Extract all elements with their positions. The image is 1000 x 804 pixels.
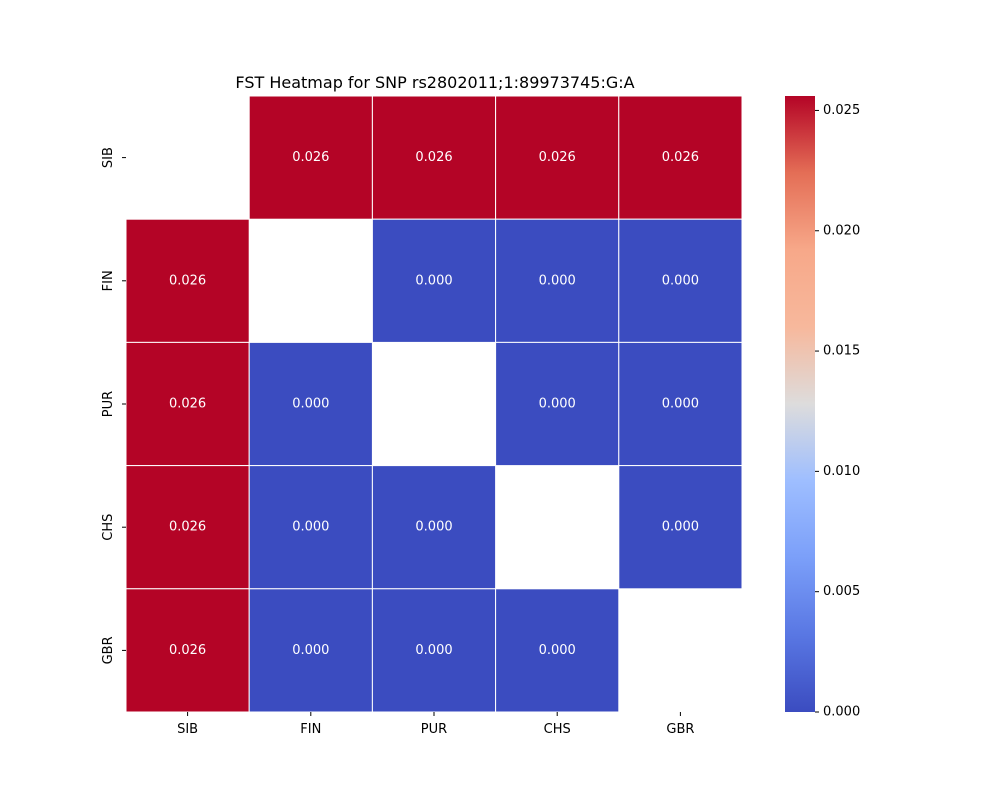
colorbar-tick-label: 0.005: [823, 584, 860, 599]
heatmap-cell-fin-sib: [125, 218, 250, 343]
cell-value-label: 0.026: [169, 397, 206, 412]
heatmap-cell-labels: 0.026 0.026 0.026 0.026 0.026 0.000 0.000 0.000…: [169, 150, 699, 658]
x-tick-label-fin: FIN: [300, 722, 321, 737]
heatmap-cell-chs-sib: [125, 465, 250, 590]
heatmap-cell-fin-gbr: [618, 218, 743, 343]
colorbar-tick-label: 0.010: [823, 464, 860, 479]
heatmap-cell-gbr-pur: [371, 588, 497, 713]
heatmap-cell-chs-gbr: [618, 465, 743, 590]
y-tick-label-chs: CHS: [101, 514, 116, 541]
cell-value-label: 0.000: [539, 643, 576, 658]
x-axis: SIB FIN PUR CHS GBR: [177, 712, 694, 737]
cell-value-label: 0.000: [662, 273, 699, 288]
heatmap-cell-gbr-chs: [495, 588, 620, 713]
heatmap-cell-sib-gbr: [618, 95, 743, 220]
cell-value-label: 0.026: [169, 520, 206, 535]
y-tick-label-pur: PUR: [101, 391, 116, 417]
colorbar-tick-label: 0.000: [823, 705, 860, 720]
heatmap-cell-chs-fin: [248, 465, 373, 590]
heatmap-cell-pur-fin: [248, 341, 373, 467]
heatmap-cell-gbr-fin: [248, 588, 373, 713]
cell-value-label: 0.026: [662, 150, 699, 165]
cell-value-label: 0.000: [415, 643, 452, 658]
cell-value-label: 0.026: [292, 150, 329, 165]
chart-title: FST Heatmap for SNP rs2802011;1:89973745…: [235, 73, 634, 92]
cell-value-label: 0.026: [415, 150, 452, 165]
y-tick-label-fin: FIN: [101, 270, 116, 291]
heatmap-cell-chs-pur: [371, 465, 497, 590]
y-tick-label-gbr: GBR: [101, 636, 116, 664]
heatmap-cells: [125, 95, 743, 713]
colorbar-tick-label: 0.020: [823, 223, 860, 238]
heatmap-cell-sib-chs: [495, 95, 620, 220]
colorbar-tick-label: 0.025: [823, 103, 860, 118]
colorbar-tick-label: 0.015: [823, 344, 860, 359]
cell-value-label: 0.000: [662, 520, 699, 535]
heatmap-cell-fin-pur: [371, 218, 497, 343]
cell-value-label: 0.000: [539, 273, 576, 288]
cell-value-label: 0.026: [539, 150, 576, 165]
cell-value-label: 0.000: [292, 397, 329, 412]
cell-value-label: 0.000: [415, 520, 452, 535]
heatmap-cell-sib-fin: [248, 95, 373, 220]
cell-value-label: 0.000: [292, 643, 329, 658]
x-tick-label-gbr: GBR: [666, 722, 694, 737]
cell-value-label: 0.000: [539, 397, 576, 412]
cell-value-label: 0.026: [169, 273, 206, 288]
cell-value-label: 0.000: [662, 397, 699, 412]
cell-value-label: 0.000: [415, 273, 452, 288]
y-tick-label-sib: SIB: [101, 147, 116, 168]
x-tick-label-chs: CHS: [544, 722, 571, 737]
colorbar-ticks: 0.000 0.005 0.010 0.015 0.020 0.025: [815, 103, 860, 720]
cell-value-label: 0.026: [169, 643, 206, 658]
cell-value-label: 0.000: [292, 520, 329, 535]
x-tick-label-pur: PUR: [421, 722, 447, 737]
colorbar-gradient: [785, 96, 815, 712]
heatmap-cell-sib-pur: [371, 95, 497, 220]
heatmap-cell-pur-gbr: [618, 341, 743, 467]
y-axis: SIB FIN PUR CHS GBR: [101, 147, 126, 664]
x-tick-label-sib: SIB: [177, 722, 198, 737]
colorbar: [785, 96, 815, 712]
heatmap-cell-gbr-sib: [125, 588, 250, 713]
